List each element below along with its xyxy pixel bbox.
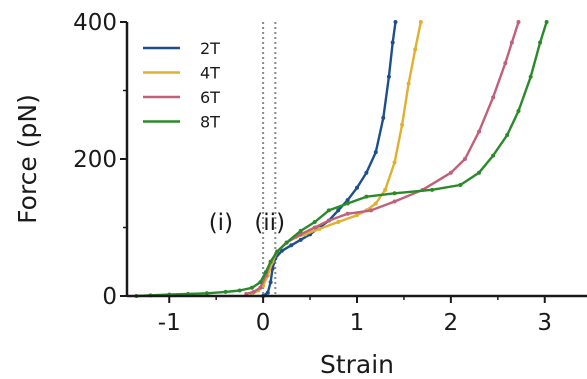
data-point-8t-22 <box>477 170 482 175</box>
axes: -1 0 1 2 3 0 200 400 Strain Force (pN) <box>13 10 587 379</box>
data-point-8t-17 <box>345 201 350 206</box>
data-point-8t-24 <box>505 133 510 138</box>
series-2t <box>261 20 398 298</box>
data-point-8t-8 <box>249 285 254 290</box>
series-line-8t <box>136 21 548 298</box>
data-point-2t-15 <box>364 170 369 175</box>
data-point-8t-7 <box>237 288 242 293</box>
data-point-4t-19 <box>413 47 418 52</box>
data-point-8t-13 <box>284 240 289 245</box>
data-point-6t-12 <box>369 208 374 213</box>
data-point-6t-8 <box>298 232 303 237</box>
data-point-2t-13 <box>345 198 350 203</box>
data-point-2t-20 <box>393 20 398 24</box>
data-point-6t-21 <box>516 20 521 24</box>
data-point-2t-17 <box>381 115 386 120</box>
y-tick-label-2: 200 <box>73 147 117 173</box>
x-tick-label-4: 2 <box>444 310 459 336</box>
data-point-4t-11 <box>336 220 341 225</box>
data-point-6t-2 <box>251 289 256 294</box>
data-point-2t-2 <box>265 290 270 295</box>
series-layer <box>134 20 549 298</box>
data-point-8t-14 <box>298 228 303 233</box>
data-point-6t-16 <box>462 157 467 161</box>
data-point-2t-19 <box>390 40 395 45</box>
data-point-4t-15 <box>383 187 388 192</box>
reference-lines <box>262 22 277 296</box>
data-point-8t-25 <box>516 109 521 114</box>
legend-label-2t: 2T <box>200 39 220 58</box>
data-point-2t-6 <box>279 248 284 253</box>
x-axis-title: Strain <box>320 350 394 379</box>
series-line-4t <box>251 21 422 295</box>
data-point-6t-10 <box>326 218 331 223</box>
x-tick-label-1: -1 <box>158 310 181 336</box>
data-point-6t-20 <box>509 40 514 45</box>
data-point-8t-6 <box>223 289 228 294</box>
data-point-8t-28 <box>544 20 549 24</box>
data-point-6t-18 <box>491 95 496 100</box>
data-point-8t-18 <box>364 194 369 199</box>
data-point-8t-21 <box>458 183 463 188</box>
data-point-8t-12 <box>275 249 280 254</box>
data-point-2t-16 <box>373 150 378 155</box>
y-tick-label-1: 0 <box>102 284 117 310</box>
data-point-8t-23 <box>491 153 496 158</box>
x-tick-label-3: 1 <box>350 310 365 336</box>
data-point-8t-5 <box>204 291 209 296</box>
legend-label-6t: 6T <box>200 88 220 107</box>
y-tick-label-3: 400 <box>73 10 117 36</box>
data-point-8t-15 <box>312 220 317 225</box>
annotation-2: (ii) <box>254 210 285 236</box>
data-point-6t-15 <box>448 170 453 175</box>
data-point-8t-27 <box>538 40 543 45</box>
data-point-6t-13 <box>392 199 397 204</box>
data-point-4t-10 <box>317 226 322 231</box>
data-point-6t-17 <box>477 129 482 134</box>
data-point-4t-16 <box>392 160 397 165</box>
x-tick-label-5: 3 <box>537 310 552 336</box>
x-tick-label-2: 0 <box>256 310 271 336</box>
data-point-6t-19 <box>503 61 508 66</box>
data-point-2t-3 <box>268 280 273 285</box>
data-point-2t-7 <box>289 243 294 248</box>
data-point-4t-20 <box>418 20 423 24</box>
data-point-8t-26 <box>528 74 533 79</box>
data-point-2t-14 <box>355 185 359 190</box>
data-point-8t-20 <box>430 187 435 192</box>
data-point-2t-8 <box>298 237 303 242</box>
data-point-4t-14 <box>373 201 378 206</box>
data-point-2t-18 <box>386 74 391 79</box>
data-point-6t-9 <box>312 225 317 230</box>
series-line-2t <box>262 21 397 297</box>
data-point-8t-9 <box>258 280 263 285</box>
annotations: (i) (ii) <box>209 210 285 236</box>
series-6t <box>244 20 521 296</box>
legend: 2T 4T 6T 8T <box>143 39 220 132</box>
data-point-6t-3 <box>258 285 263 290</box>
y-axis-title: Force (pN) <box>13 94 42 224</box>
series-line-6t <box>245 21 520 296</box>
data-point-4t-12 <box>355 213 359 218</box>
data-point-8t-11 <box>268 259 273 264</box>
data-point-8t-19 <box>392 191 397 196</box>
data-point-8t-16 <box>326 208 331 213</box>
series-8t <box>134 20 549 298</box>
data-point-6t-11 <box>345 211 350 216</box>
data-point-4t-17 <box>400 122 405 127</box>
legend-label-4t: 4T <box>200 64 220 83</box>
data-point-4t-18 <box>406 81 411 86</box>
data-point-2t-12 <box>336 208 341 213</box>
data-point-8t-10 <box>263 270 268 275</box>
legend-label-8t: 8T <box>200 113 220 132</box>
annotation-1: (i) <box>209 210 233 236</box>
